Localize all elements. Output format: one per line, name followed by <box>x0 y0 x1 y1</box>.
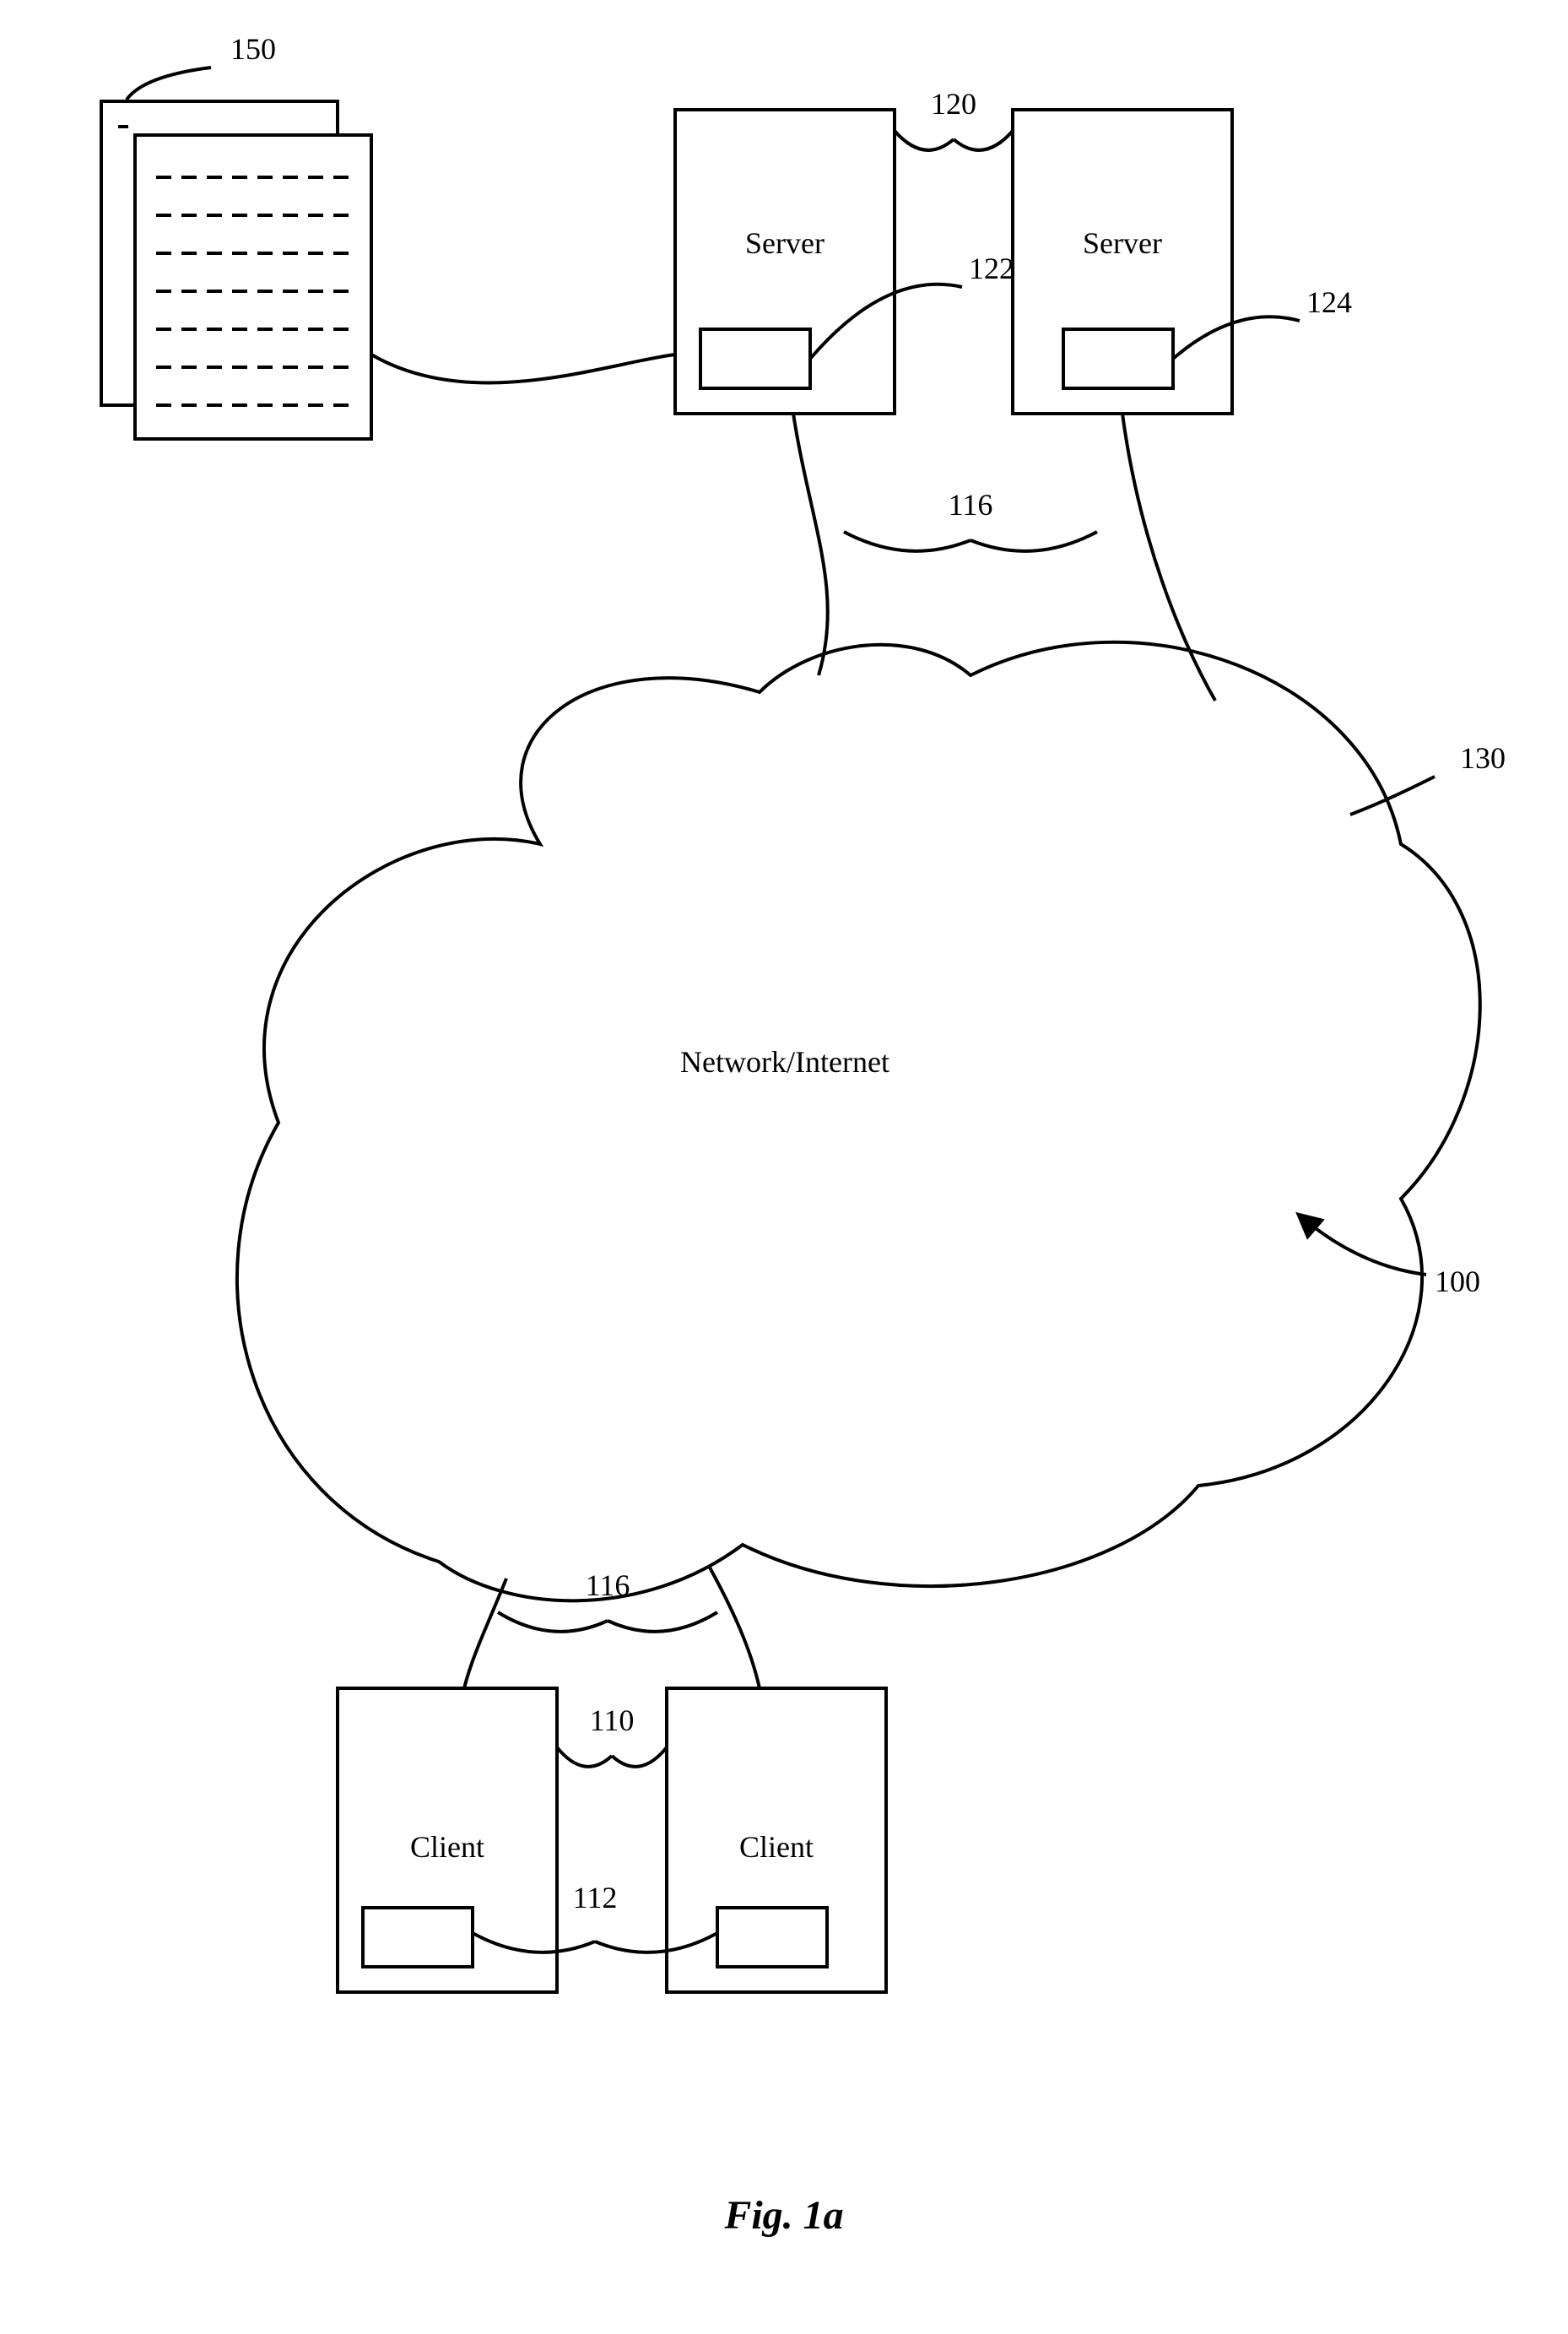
svg-text:124: 124 <box>1306 285 1352 319</box>
server-module <box>700 329 810 388</box>
client-label: Client <box>410 1830 484 1864</box>
link-cloud-client-right <box>709 1566 760 1688</box>
server-module <box>1063 329 1173 388</box>
client-module <box>363 1908 473 1967</box>
document-stack-front <box>135 135 371 439</box>
figure-caption: Fig. 1a <box>723 2193 843 2238</box>
ref-130: 130 <box>1460 741 1506 775</box>
client-module <box>717 1908 827 1967</box>
svg-text:116: 116 <box>586 1568 630 1602</box>
svg-text:110: 110 <box>590 1703 635 1737</box>
cloud-label: Network/Internet <box>680 1045 889 1079</box>
server-label: Server <box>1083 226 1162 260</box>
ref-150: 150 <box>230 32 276 66</box>
server-label: Server <box>745 226 825 260</box>
client-label: Client <box>739 1830 814 1864</box>
svg-text:112: 112 <box>573 1881 618 1914</box>
svg-text:122: 122 <box>969 252 1014 285</box>
link-documents-server <box>371 355 675 382</box>
ref-100: 100 <box>1435 1264 1480 1298</box>
svg-text:116: 116 <box>949 488 993 522</box>
link-server-cloud-left <box>793 414 828 675</box>
leader-150 <box>127 68 211 100</box>
svg-text:120: 120 <box>931 87 976 121</box>
link-cloud-client-left <box>464 1579 506 1688</box>
network-cloud <box>237 642 1480 1601</box>
